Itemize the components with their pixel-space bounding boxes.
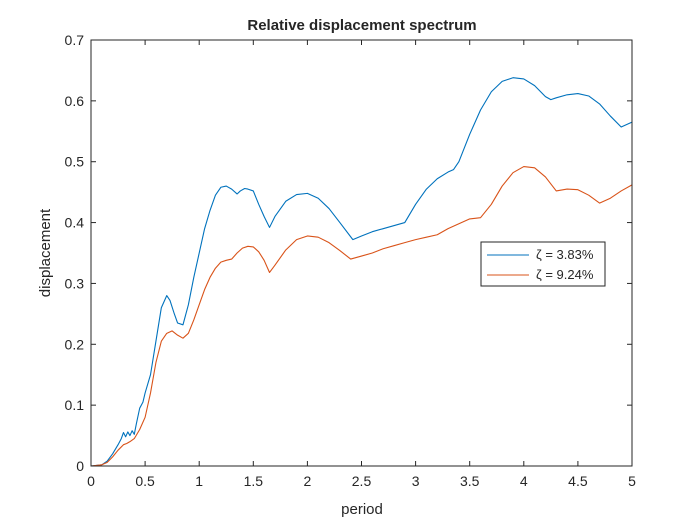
plot-lines [90, 77, 633, 467]
y-axis-label: displacement [37, 208, 54, 297]
y-tick-label: 0.7 [65, 32, 85, 48]
legend-box [480, 241, 606, 287]
x-tick-label: 3.5 [460, 473, 480, 489]
x-axis: 0 0.5 1 1.5 2 2.5 3 3.5 4 4.5 5 [87, 40, 636, 489]
legend-label-series-1: ζ = 3.83% [536, 247, 594, 262]
x-tick-label: 4.5 [568, 473, 588, 489]
y-tick-label: 0 [76, 458, 84, 474]
series-line-2 [90, 166, 633, 467]
chart-title: Relative displacement spectrum [247, 17, 476, 34]
y-tick-label: 0.1 [65, 397, 85, 413]
series-line-1 [90, 77, 633, 467]
x-tick-label: 3 [412, 473, 420, 489]
y-tick-label: 0.5 [65, 154, 85, 170]
x-tick-label: 1.5 [244, 473, 264, 489]
x-tick-label: 0.5 [135, 473, 155, 489]
y-tick-label: 0.2 [65, 336, 85, 352]
x-tick-label: 2 [304, 473, 312, 489]
x-tick-label: 2.5 [352, 473, 372, 489]
x-tick-label: 5 [628, 473, 636, 489]
x-tick-label: 1 [195, 473, 203, 489]
x-tick-label: 4 [520, 473, 528, 489]
y-axis: 0 0.1 0.2 0.3 0.4 0.5 0.6 0.7 [65, 32, 632, 474]
legend-label-series-2: ζ = 9.24% [536, 267, 594, 282]
x-tick-label: 0 [87, 473, 95, 489]
x-axis-label: period [341, 501, 383, 518]
y-tick-label: 0.6 [65, 93, 85, 109]
legend: ζ = 3.83% ζ = 9.24% [480, 241, 606, 287]
y-tick-label: 0.4 [65, 215, 85, 231]
y-tick-label: 0.3 [65, 275, 85, 291]
